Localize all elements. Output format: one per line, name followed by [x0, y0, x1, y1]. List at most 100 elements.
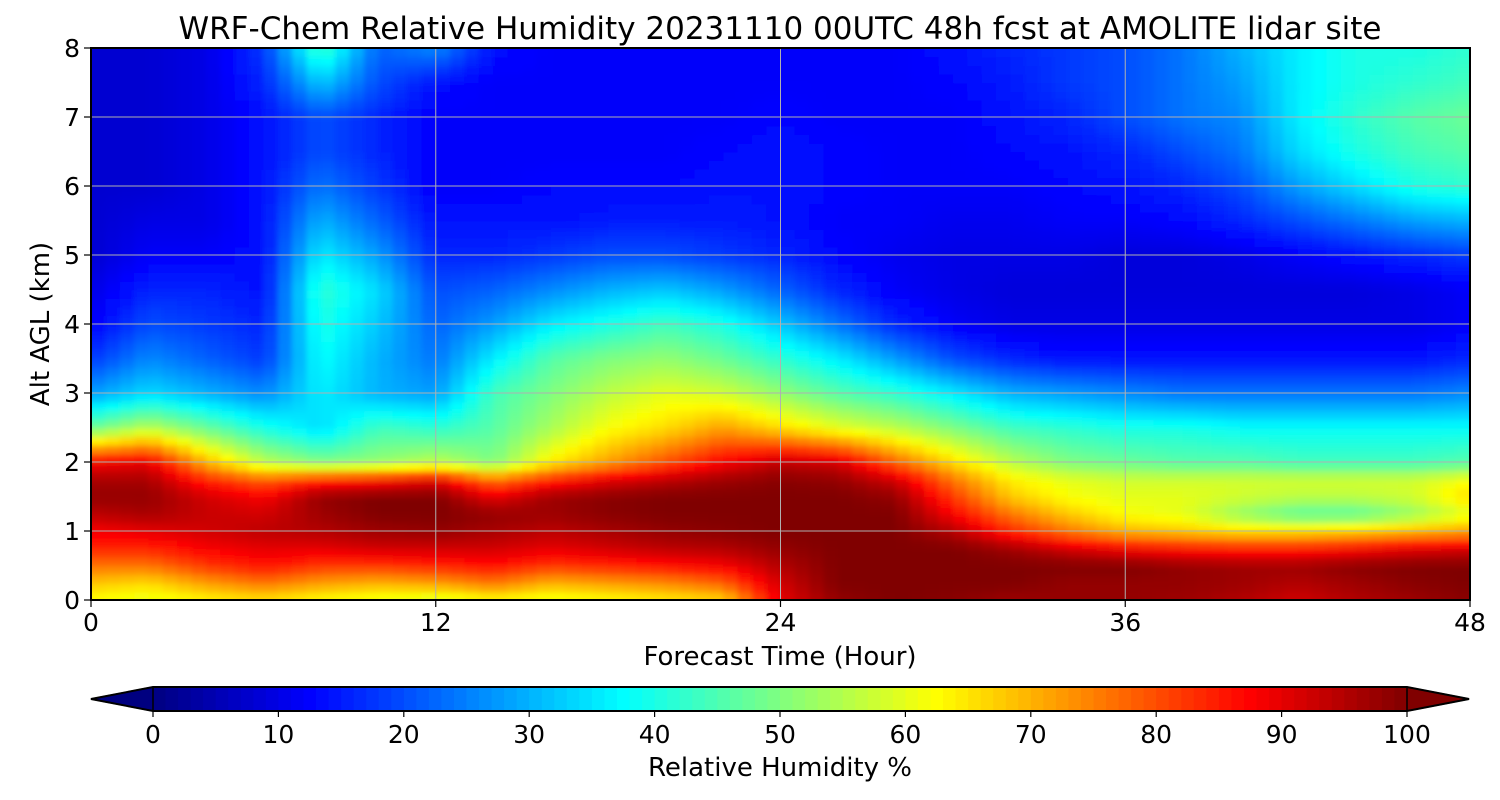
heat-cell — [1240, 358, 1256, 368]
heat-cell — [866, 203, 882, 213]
heat-cell — [995, 358, 1012, 368]
heat-cell — [895, 194, 911, 205]
heat-cell — [1197, 246, 1213, 256]
heat-cell — [737, 418, 753, 429]
heat-cell — [1426, 470, 1443, 481]
heat-cell — [1455, 341, 1470, 351]
heat-cell — [205, 194, 222, 205]
heat-cell — [162, 479, 178, 489]
heat-cell — [507, 186, 523, 196]
heat-cell — [723, 453, 739, 463]
heat-cell — [780, 375, 796, 386]
heat-cell — [723, 522, 739, 532]
heat-cell — [177, 186, 193, 196]
heat-cell — [1053, 427, 1069, 437]
heat-cell — [608, 246, 624, 256]
heat-cell — [335, 591, 351, 600]
heat-cell — [881, 410, 897, 420]
heat-cell — [249, 203, 265, 213]
heat-cell — [536, 444, 552, 455]
heat-cell — [1297, 246, 1313, 256]
heat-cell — [220, 436, 236, 446]
heat-cell — [292, 401, 308, 412]
heat-cell — [1053, 574, 1069, 584]
heat-cell — [1412, 582, 1428, 593]
heat-cell — [1297, 211, 1313, 222]
heat-cell — [608, 384, 624, 394]
heat-cell — [995, 341, 1012, 351]
heat-cell — [464, 582, 480, 593]
heat-cell — [837, 565, 854, 575]
heat-cell — [1039, 220, 1055, 230]
heat-cell — [292, 246, 308, 256]
heat-cell — [909, 306, 925, 317]
heat-cell — [550, 246, 566, 256]
heat-cell — [679, 358, 696, 368]
heat-cell — [794, 462, 811, 472]
heat-cell — [1254, 479, 1270, 489]
heat-cell — [450, 401, 466, 412]
heat-cell — [981, 548, 997, 558]
heat-cell — [249, 548, 265, 558]
heat-cell — [493, 298, 509, 308]
heat-cell — [981, 462, 997, 472]
heat-cell — [521, 487, 538, 498]
heat-cell — [852, 582, 868, 593]
heat-cell — [579, 591, 595, 600]
heat-cell — [708, 306, 724, 317]
heat-cell — [507, 418, 523, 429]
heat-cell — [1211, 393, 1227, 403]
heat-cell — [995, 203, 1012, 213]
heat-cell — [1413, 600, 1428, 609]
heat-cell — [766, 531, 782, 541]
heat-cell — [579, 306, 595, 317]
heat-cell — [335, 177, 351, 187]
heat-cell — [636, 444, 653, 455]
heat-cell — [1326, 591, 1342, 600]
heat-cell — [1110, 194, 1127, 205]
heat-cell — [924, 591, 940, 600]
heat-cell — [1254, 505, 1270, 515]
heat-cell — [622, 177, 638, 187]
heat-cell — [938, 410, 954, 420]
heat-cell — [837, 505, 854, 515]
heat-cell — [277, 367, 293, 377]
heat-cell — [363, 289, 380, 299]
heat-cell — [119, 591, 135, 600]
heat-cell — [349, 375, 365, 386]
heat-cell — [794, 255, 811, 265]
heat-cell — [665, 229, 681, 239]
heat-cell — [105, 410, 121, 420]
heat-cell — [1110, 444, 1127, 455]
heat-cell — [292, 332, 308, 343]
heat-cell — [1182, 324, 1198, 334]
heat-cell — [981, 375, 997, 386]
heat-cell — [392, 582, 408, 593]
heat-cell — [1297, 582, 1313, 593]
heat-cell — [1168, 453, 1184, 463]
heat-cell — [478, 186, 494, 196]
heat-cell — [450, 246, 466, 256]
heat-cell — [105, 263, 121, 274]
heat-cell — [1426, 548, 1443, 558]
heat-cell — [1383, 375, 1399, 386]
heat-cell — [478, 203, 494, 213]
heat-cell — [1240, 505, 1256, 515]
heat-cell — [263, 418, 279, 429]
heat-cell — [450, 479, 466, 489]
heat-cell — [148, 315, 164, 325]
heat-cell — [1110, 505, 1127, 515]
heat-cell — [679, 194, 696, 205]
heat-cell — [119, 393, 135, 403]
heat-cell — [205, 582, 222, 593]
heat-cell — [1441, 203, 1457, 213]
heat-cell — [823, 487, 839, 498]
heat-cell — [881, 315, 897, 325]
heat-cell — [550, 177, 566, 187]
heat-cell — [1369, 375, 1385, 386]
heat-cell — [1254, 462, 1270, 472]
heat-cell — [177, 315, 193, 325]
heat-cell — [450, 548, 466, 558]
heat-cell — [809, 298, 825, 308]
heat-cell — [1197, 444, 1213, 455]
